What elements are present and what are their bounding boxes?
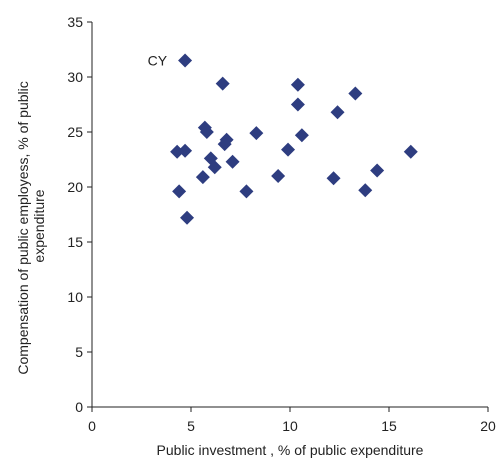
y-tick-label: 0	[75, 399, 83, 415]
data-point	[370, 163, 385, 178]
data-point	[215, 76, 230, 91]
data-point	[294, 128, 309, 143]
data-point	[170, 144, 185, 159]
x-tick-label: 5	[187, 418, 195, 434]
data-point	[290, 97, 305, 112]
data-point	[217, 137, 232, 152]
data-point	[271, 169, 286, 183]
y-tick-label: 15	[67, 234, 83, 250]
data-points	[170, 53, 418, 225]
x-axis-title: Public investment , % of public expendit…	[157, 442, 424, 458]
x-tick-label: 15	[381, 418, 397, 434]
data-point	[348, 86, 363, 101]
y-axis-title-line-2: expenditure	[31, 189, 47, 262]
point-annotation: CY	[148, 53, 168, 69]
data-point	[195, 170, 210, 185]
x-tick-label: 20	[480, 418, 496, 434]
data-point	[207, 160, 222, 175]
data-point	[225, 154, 240, 169]
y-tick-label: 20	[67, 179, 83, 195]
data-point	[180, 210, 195, 225]
y-tick-label: 35	[67, 14, 83, 30]
y-tick-label: 10	[67, 289, 83, 305]
x-tick-label: 10	[282, 418, 298, 434]
data-point	[358, 183, 373, 198]
data-point	[290, 77, 305, 92]
y-tick-label: 30	[67, 69, 83, 85]
data-point	[178, 53, 193, 68]
data-point	[403, 144, 418, 159]
x-tick-label: 0	[88, 418, 96, 434]
axis-ticks: 0 5 10 15 20 25 30 35 0 5 10 15 20	[67, 14, 496, 434]
data-point	[249, 126, 264, 141]
data-point	[199, 125, 214, 139]
data-point	[239, 184, 254, 199]
y-tick-label: 5	[75, 344, 83, 360]
y-axis-title-line-1: Compensation of public employess, % of p…	[15, 81, 31, 374]
annotations: CY	[148, 53, 168, 69]
y-axis-title: Compensation of public employess, % of p…	[15, 77, 47, 374]
data-point	[281, 142, 296, 157]
data-point	[330, 105, 345, 120]
y-tick-label: 25	[67, 124, 83, 140]
data-point	[172, 184, 187, 199]
data-point	[326, 171, 341, 186]
